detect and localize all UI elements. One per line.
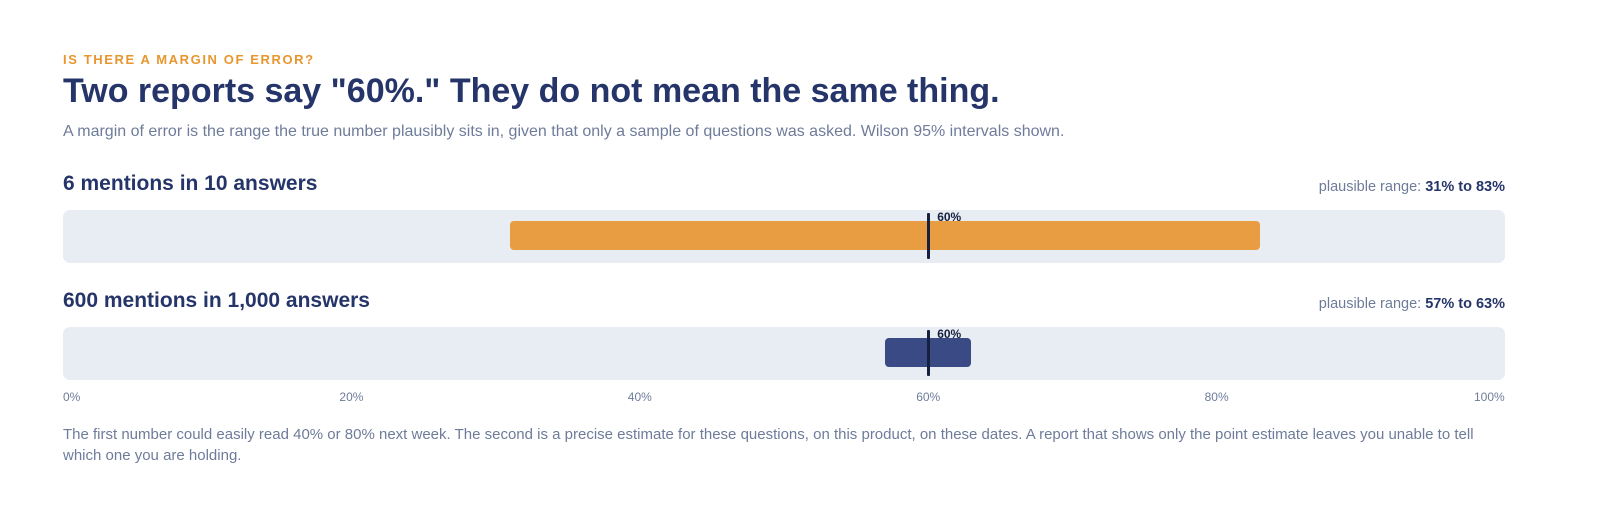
point-estimate-marker	[927, 330, 931, 376]
range-prefix: plausible range:	[1318, 296, 1422, 312]
chart-subtitle: A margin of error is the range the true …	[63, 123, 1065, 140]
interval-track: 60%	[63, 327, 1505, 380]
point-estimate-marker	[927, 213, 931, 259]
range-value: 57% to 63%	[1425, 296, 1505, 312]
range-prefix: plausible range:	[1318, 179, 1422, 195]
x-tick-label: 20%	[339, 390, 364, 404]
x-tick-label: 40%	[627, 390, 652, 404]
chart-title: Two reports say "60%." They do not mean …	[63, 72, 1000, 110]
range-text-large-sample: plausible range: 57% to 63%	[1319, 296, 1505, 312]
range-text-small-sample: plausible range: 31% to 83%	[1319, 179, 1505, 195]
x-tick-label: 80%	[1204, 390, 1229, 404]
interval-track: 60%	[63, 210, 1505, 263]
footnote: The first number could easily read 40% o…	[63, 426, 1474, 464]
range-value: 31% to 83%	[1425, 179, 1505, 195]
x-tick-label: 60%	[916, 390, 941, 404]
point-estimate-label: 60%	[937, 327, 962, 341]
x-tick-label: 100%	[1474, 390, 1505, 404]
row-label-small-sample: 6 mentions in 10 answers	[63, 172, 318, 195]
x-axis: 0% 20% 40% 60% 80% 100%	[63, 390, 1505, 406]
point-estimate-label: 60%	[937, 210, 962, 224]
row-label-large-sample: 600 mentions in 1,000 answers	[63, 289, 370, 312]
eyebrow-label: IS THERE A MARGIN OF ERROR?	[63, 52, 315, 67]
interval-bar	[510, 221, 1260, 250]
x-tick-label: 0%	[63, 390, 81, 404]
